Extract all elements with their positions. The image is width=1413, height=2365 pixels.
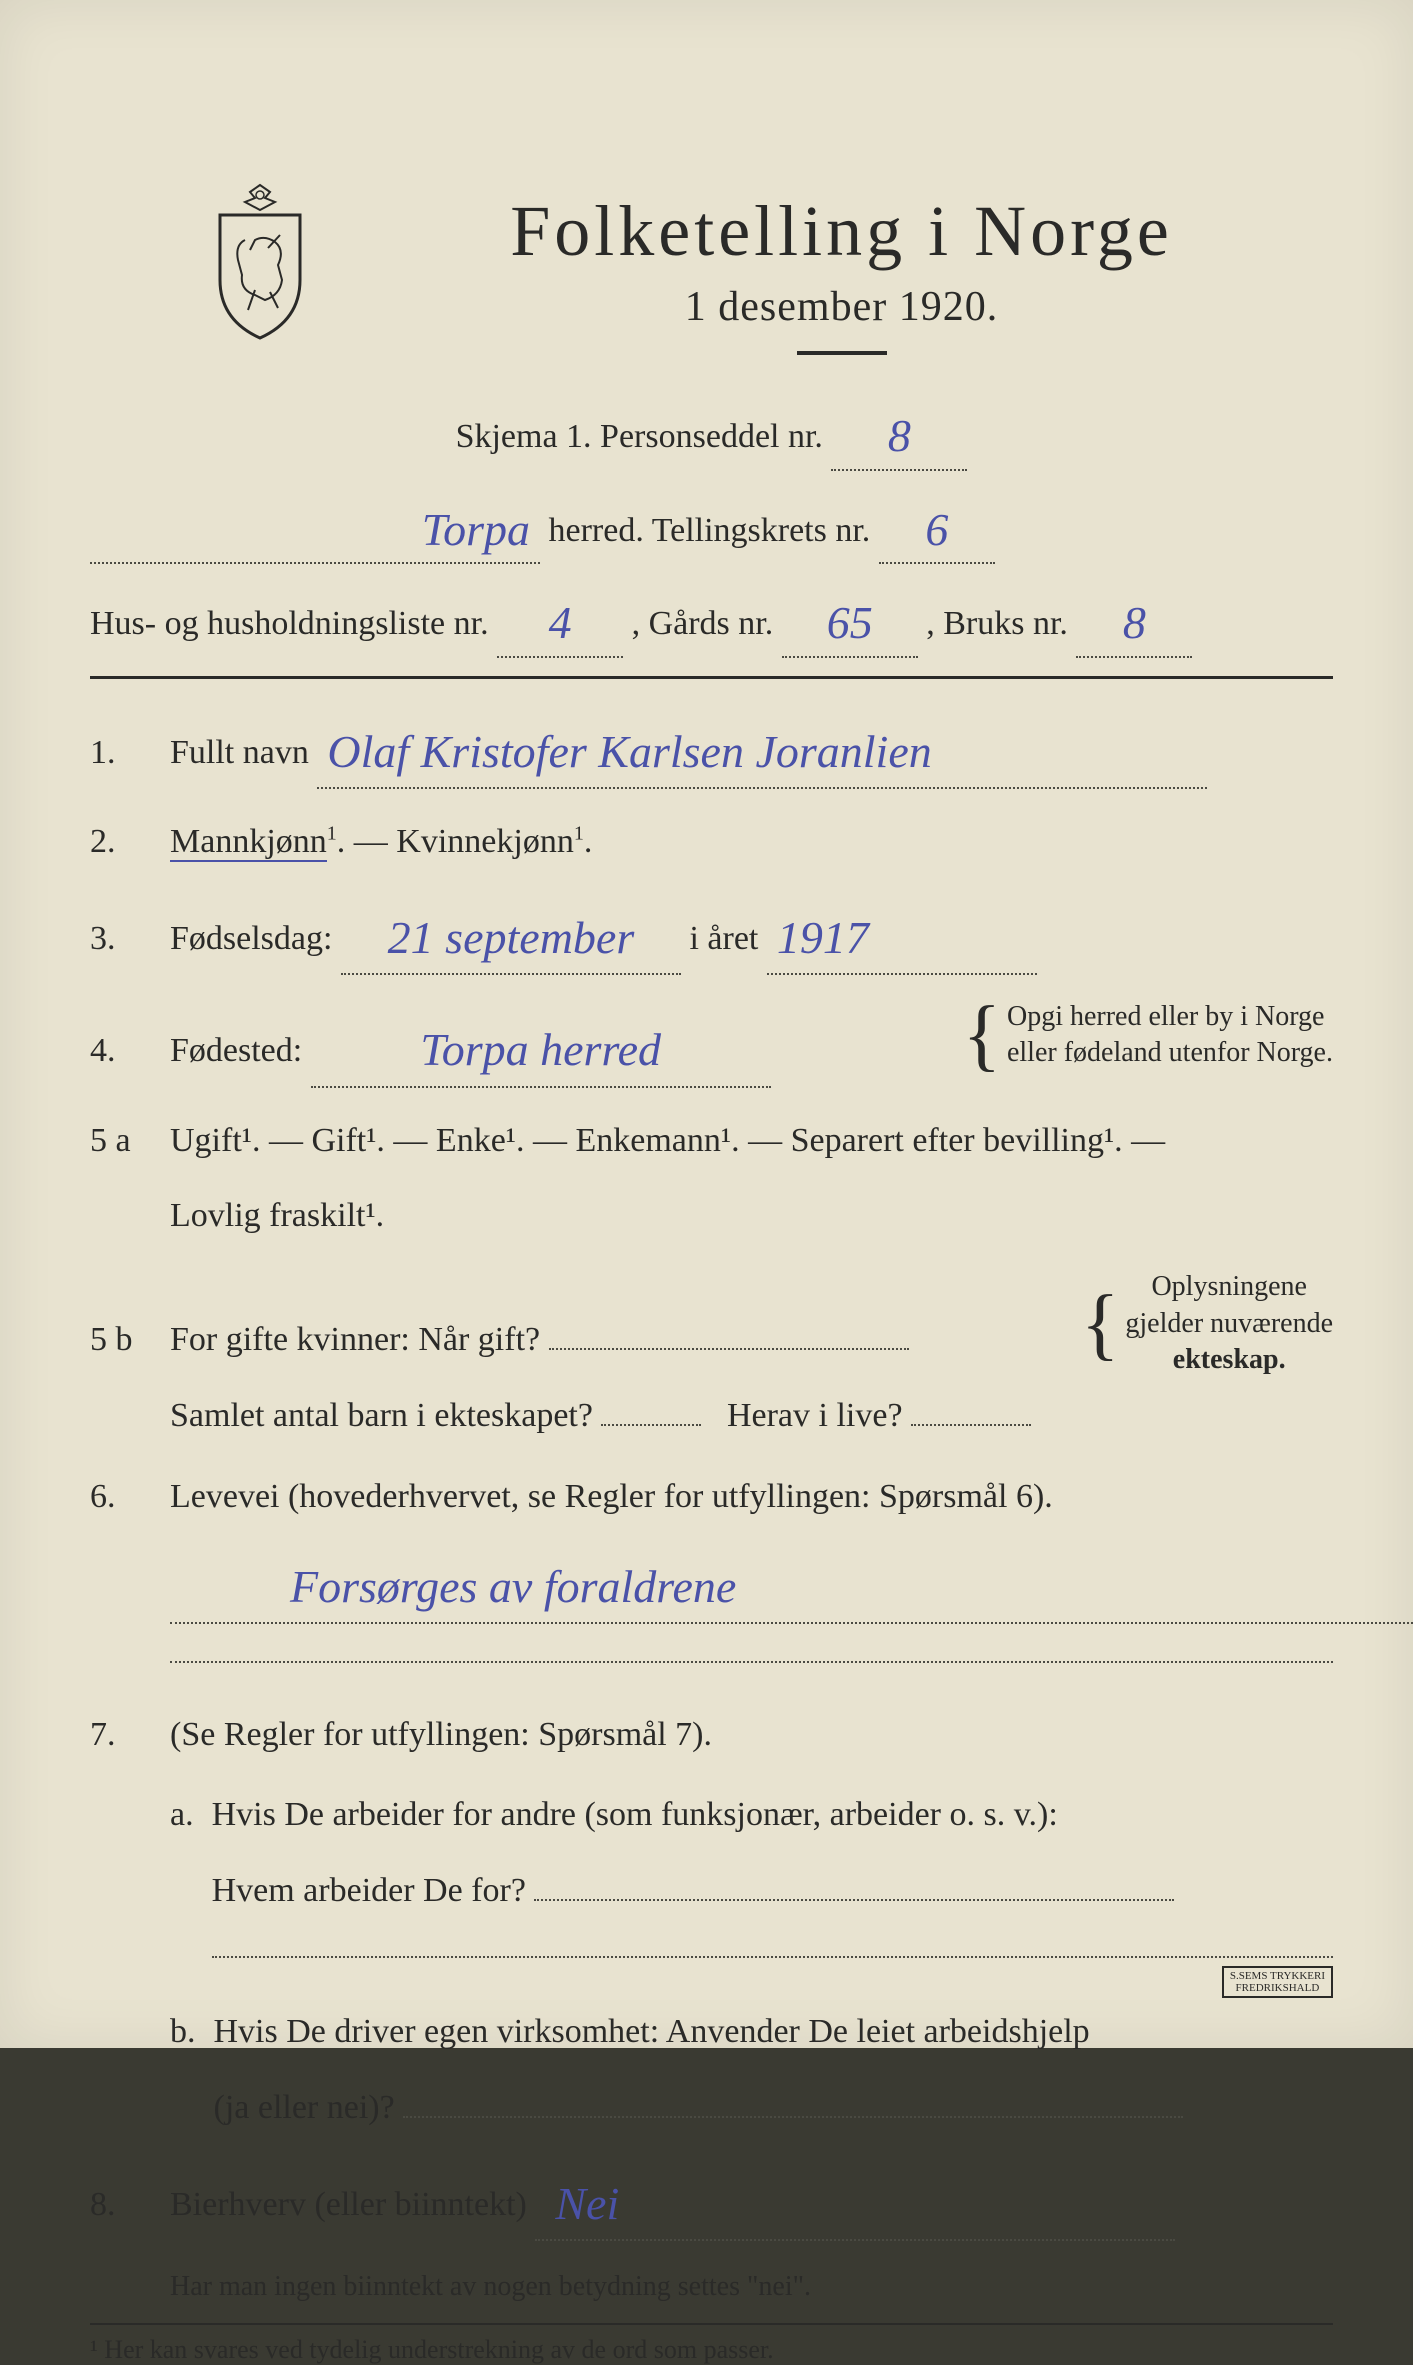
q4-value: Torpa herred xyxy=(420,1024,661,1075)
main-title: Folketelling i Norge xyxy=(350,190,1333,273)
q2-sep: . — xyxy=(337,823,397,860)
q3-year: 1917 xyxy=(777,912,869,963)
q6-label: Levevei (hovederhvervet, se Regler for u… xyxy=(170,1468,1333,1526)
q5b-note-l3: ekteskap. xyxy=(1173,1344,1286,1375)
brace-icon-2: { xyxy=(1081,1304,1119,1344)
q7-label: (Se Regler for utfyllingen: Spørsmål 7). xyxy=(170,1706,1333,1764)
q5b-note-l2: gjelder nuværende xyxy=(1125,1308,1333,1339)
footnote: ¹ Her kan svares ved tydelig understrekn… xyxy=(90,2323,1333,2365)
q7a-label: a. xyxy=(170,1786,194,1977)
q5b-l2a: Samlet antal barn i ekteskapet? xyxy=(170,1397,593,1434)
q5b: 5 b For gifte kvinner: Når gift? Samlet … xyxy=(90,1269,1333,1444)
printer-stamp: S.SEMS TRYKKERI FREDRIKSHALD xyxy=(1222,1966,1333,1998)
q6: 6. Levevei (hovederhvervet, se Regler fo… xyxy=(90,1468,1333,1682)
q4-label: Fødested: xyxy=(170,1032,302,1069)
q8-num: 8. xyxy=(90,2186,150,2224)
q5a-text2: Lovlig fraskilt¹. xyxy=(170,1187,1333,1245)
q7-num: 7. xyxy=(90,1716,150,1754)
gards-nr: 65 xyxy=(827,597,873,648)
q4-note-l2: eller fødeland utenfor Norge. xyxy=(1007,1037,1333,1068)
divider xyxy=(797,351,887,355)
q2-mann: Mannkjønn xyxy=(170,823,327,862)
q5a: 5 a Ugift¹. — Gift¹. — Enke¹. — Enkemann… xyxy=(90,1112,1333,1246)
footer-note: Har man ingen biinntekt av nogen betydni… xyxy=(170,2271,1333,2303)
personseddel-nr: 8 xyxy=(888,410,911,461)
header: Folketelling i Norge 1 desember 1920. xyxy=(200,180,1333,385)
q4: 4. Fødested: Torpa herred { Opgi herred … xyxy=(90,999,1333,1088)
q5a-text: Ugift¹. — Gift¹. — Enke¹. — Enkemann¹. —… xyxy=(170,1112,1333,1170)
q7a-l1: Hvis De arbeider for andre (som funksjon… xyxy=(212,1786,1333,1844)
census-form-page: Folketelling i Norge 1 desember 1920. Sk… xyxy=(0,0,1413,2048)
q5b-l1a: For gifte kvinner: Når gift? xyxy=(170,1321,540,1358)
q7: 7. (Se Regler for utfyllingen: Spørsmål … xyxy=(90,1706,1333,2137)
q6-value: Forsørges av foraldrene xyxy=(290,1561,736,1612)
q8: 8. Bierhverv (eller biinntekt) Nei xyxy=(90,2161,1333,2241)
skjema-label: Skjema 1. Personseddel nr. xyxy=(456,418,823,455)
q7b-l2: (ja eller nei)? xyxy=(214,2089,395,2126)
stamp-l2: FREDRIKSHALD xyxy=(1236,1982,1320,1994)
q7a-l2: Hvem arbeider De for? xyxy=(212,1872,526,1909)
q5b-note: Oplysningene gjelder nuværende ekteskap. xyxy=(1125,1269,1333,1378)
coat-of-arms-icon xyxy=(200,180,320,340)
q5b-note-l1: Oplysningene xyxy=(1151,1271,1307,1302)
q1-num: 1. xyxy=(90,734,150,772)
hus-nr: 4 xyxy=(549,597,572,648)
q8-value: Nei xyxy=(555,2178,619,2229)
q1-label: Fullt navn xyxy=(170,734,309,771)
q5a-num: 5 a xyxy=(90,1122,150,1160)
q1-value: Olaf Kristofer Karlsen Joranlien xyxy=(327,726,931,777)
title-block: Folketelling i Norge 1 desember 1920. xyxy=(350,190,1333,385)
herred-row: Torpa herred. Tellingskrets nr. 6 xyxy=(90,489,1333,565)
bruks-label: , Bruks nr. xyxy=(926,605,1068,642)
herred-label: herred. Tellingskrets nr. xyxy=(549,512,871,549)
brace-icon: { xyxy=(963,1015,1001,1055)
q4-num: 4. xyxy=(90,1032,150,1070)
section-divider xyxy=(90,676,1333,679)
tellingskrets-nr: 6 xyxy=(925,504,948,555)
q2: 2. Mannkjønn1. — Kvinnekjønn1. xyxy=(90,813,1333,871)
q3-label: Fødselsdag: xyxy=(170,920,332,957)
q3-year-label: i året xyxy=(689,920,758,957)
q3: 3. Fødselsdag: 21 september i året 1917 xyxy=(90,895,1333,975)
q5b-l2b: Herav i live? xyxy=(727,1397,903,1434)
q3-day: 21 september xyxy=(388,912,635,963)
q2-suffix: . xyxy=(584,823,593,860)
listing-row: Hus- og husholdningsliste nr. 4 , Gårds … xyxy=(90,582,1333,658)
q2-num: 2. xyxy=(90,823,150,861)
q6-num: 6. xyxy=(90,1478,150,1516)
q2-kvinne: Kvinnekjønn xyxy=(396,823,574,860)
q8-label: Bierhverv (eller biinntekt) xyxy=(170,2186,527,2223)
q7b-label: b. xyxy=(170,2003,196,2137)
q4-note: Opgi herred eller by i Norge eller fødel… xyxy=(1007,999,1333,1072)
listing-prefix: Hus- og husholdningsliste nr. xyxy=(90,605,489,642)
subtitle: 1 desember 1920. xyxy=(350,283,1333,331)
q5b-num: 5 b xyxy=(90,1321,150,1359)
q3-num: 3. xyxy=(90,920,150,958)
stamp-l1: S.SEMS TRYKKERI xyxy=(1230,1970,1325,1982)
herred-value: Torpa xyxy=(422,504,530,555)
bruks-nr: 8 xyxy=(1123,597,1146,648)
q1: 1. Fullt navn Olaf Kristofer Karlsen Jor… xyxy=(90,709,1333,789)
skjema-row: Skjema 1. Personseddel nr. 8 xyxy=(90,395,1333,471)
q7b-l1: Hvis De driver egen virksomhet: Anvender… xyxy=(214,2003,1334,2061)
q4-note-l1: Opgi herred eller by i Norge xyxy=(1007,1001,1325,1032)
footnote-text: ¹ Her kan svares ved tydelig understrekn… xyxy=(90,2335,774,2364)
gards-label: , Gårds nr. xyxy=(632,605,774,642)
